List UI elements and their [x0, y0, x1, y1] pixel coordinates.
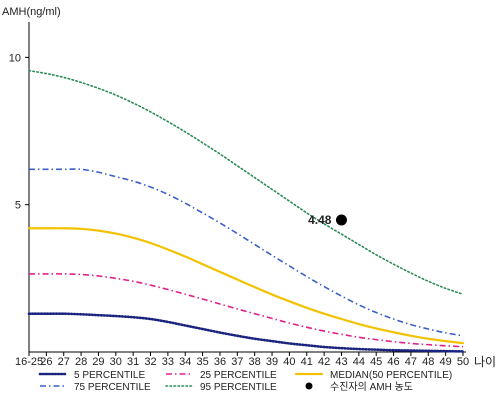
x-tick-label: 47	[405, 356, 417, 368]
series-line-75-percentile	[29, 168, 464, 337]
x-tick-label: 16-25	[15, 356, 43, 368]
x-tick-label: 42	[318, 356, 330, 368]
series-lines	[27, 69, 465, 353]
legend-label-95-percentile: 95 PERCENTILE	[200, 382, 277, 393]
legend-label-median-50-percentile: MEDIAN(50 PERCENTILE)	[330, 370, 452, 381]
legend-label-5-percentile: 5 PERCENTILE	[74, 370, 145, 381]
annotations: 4.48	[308, 213, 347, 227]
x-tick-label: 31	[127, 356, 139, 368]
series-line-median-50-percentile	[27, 227, 465, 345]
series-line-95-percentile	[28, 69, 464, 296]
x-tick-label: 48	[422, 356, 434, 368]
x-tick-label: 40	[283, 356, 295, 368]
x-tick-label: 33	[162, 356, 174, 368]
x-tick-label: 44	[353, 356, 365, 368]
legend-label-25-percentile: 25 PERCENTILE	[200, 370, 277, 381]
x-tick-label: 27	[58, 356, 70, 368]
x-tick-label: 36	[214, 356, 226, 368]
patient-amh-point	[335, 214, 347, 226]
series-line-25-percentile	[29, 273, 464, 348]
y-tick-label: 5	[15, 200, 21, 212]
series-line-5-percentile	[27, 312, 465, 353]
x-tick-label: 46	[387, 356, 399, 368]
x-tick-label: 28	[75, 356, 87, 368]
x-tick-label: 29	[92, 356, 104, 368]
x-axis-title: 나이	[474, 355, 496, 369]
x-tick-label: 34	[179, 356, 191, 368]
x-tick-label: 35	[196, 356, 208, 368]
x-tick-label: 39	[266, 356, 278, 368]
legend-label-75-percentile: 75 PERCENTILE	[74, 382, 151, 393]
x-tick-label: 30	[110, 356, 122, 368]
patient-amh-value: 4.48	[308, 213, 332, 227]
x-tick-label: 45	[370, 356, 382, 368]
y-axis-ticks: 5 10	[9, 52, 29, 212]
x-tick-label: 38	[249, 356, 261, 368]
x-tick-label: 50	[457, 356, 469, 368]
y-tick-label: 10	[9, 52, 21, 64]
x-tick-label: 41	[301, 356, 313, 368]
x-tick-label: 43	[335, 356, 347, 368]
x-tick-label: 37	[231, 356, 243, 368]
x-tick-label: 32	[144, 356, 156, 368]
x-tick-label: 26	[40, 356, 52, 368]
legend-swatch-patient-amh	[305, 382, 313, 390]
legend-label-patient-amh: 수진자의 AMH 농도	[330, 381, 413, 393]
x-tick-label: 49	[440, 356, 452, 368]
y-axis-title: AMH(ng/ml)	[2, 6, 61, 18]
